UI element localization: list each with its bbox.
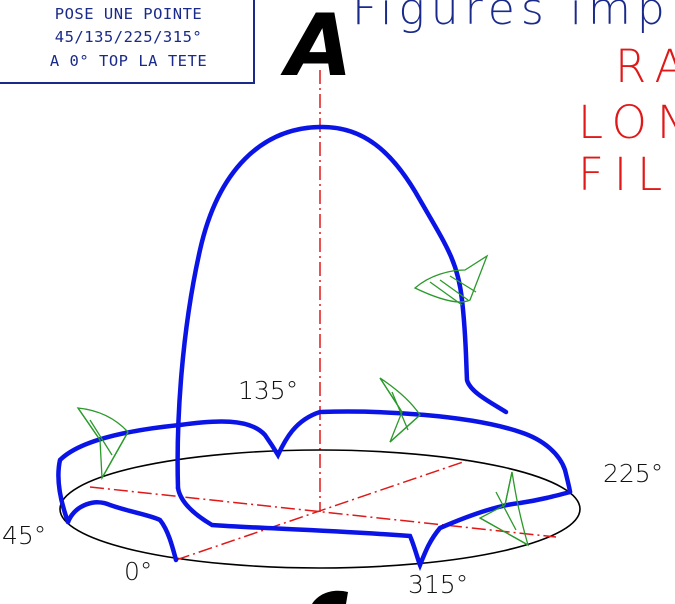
trajectory-left-loop [65,500,179,563]
partial-figure-letter [312,590,348,604]
red-label-3: FIL [578,148,673,201]
angle-label-315: 315° [408,570,469,599]
angle-label-225: 225° [603,459,664,488]
green-arrow-marker-icon [379,377,421,443]
angle-label-135: 135° [238,376,299,405]
instruction-line-2: 45/135/225/315° [54,28,203,46]
green-arrow-marker-icon [478,471,530,547]
instruction-box: POSE UNE POINTE 45/135/225/315° A 0° TOP… [0,0,255,84]
green-arrow-marker-icon [413,254,489,306]
diagonal-axis-45-225 [89,486,557,538]
red-label-1: RA [615,40,675,93]
trajectory-dome [175,124,509,491]
instruction-line-3: A 0° TOP LA TETE [49,52,208,70]
angle-label-45: 45° [2,521,47,550]
base-ellipse [59,449,581,569]
figure-title: Figures imp [352,0,671,35]
green-arrow-marker-icon [76,407,129,481]
trajectory-front [175,485,573,572]
instruction-line-1: POSE UNE POINTE [54,5,203,23]
diagonal-axis-0-135 [175,460,467,561]
trajectory-back [56,409,573,525]
red-label-2: LON [578,96,675,149]
angle-label-0: 0° [124,557,153,586]
